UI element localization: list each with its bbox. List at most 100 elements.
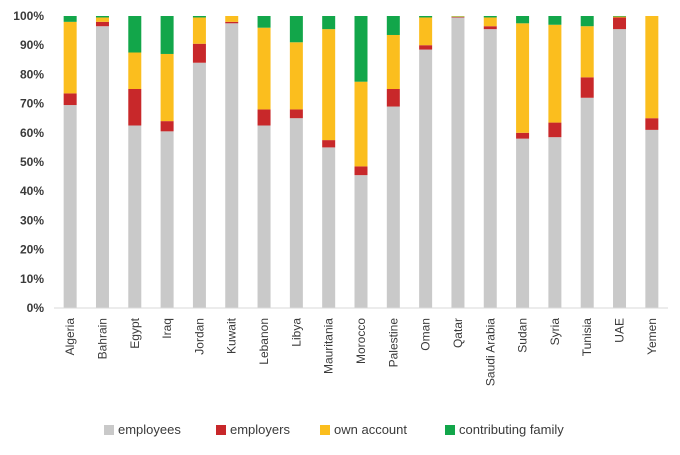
bar-segment-contributing-family bbox=[483, 16, 497, 18]
bar-segment-contributing-family bbox=[160, 16, 174, 54]
bar-segment-own-account bbox=[257, 27, 271, 110]
bar-segment-employees bbox=[516, 138, 530, 308]
y-tick-label: 80% bbox=[20, 67, 44, 81]
y-tick-label: 60% bbox=[20, 126, 44, 140]
legend-label: employees bbox=[118, 422, 181, 437]
bar-segment-contributing-family bbox=[289, 16, 303, 43]
bar-segment-contributing-family bbox=[419, 16, 433, 18]
x-tick-label: Iraq bbox=[160, 318, 174, 339]
legend-swatch bbox=[320, 425, 330, 435]
bar-segment-employees bbox=[128, 125, 142, 308]
bar-segment-contributing-family bbox=[613, 16, 627, 17]
bar-segment-own-account bbox=[289, 42, 303, 110]
bar-segment-contributing-family bbox=[386, 16, 400, 35]
legend-label: employers bbox=[230, 422, 290, 437]
bar-segment-employees bbox=[483, 29, 497, 308]
legend: employees employers own account contributin… bbox=[104, 422, 564, 437]
bar-segment-own-account bbox=[451, 16, 465, 17]
bar-segment-own-account bbox=[580, 26, 594, 78]
bar-segment-own-account bbox=[128, 52, 142, 89]
bar-segment-own-account bbox=[386, 34, 400, 89]
bar-segment-employers bbox=[160, 121, 174, 132]
y-axis: 0% 10% 20% 30% 40% 50% 60% 70% 80% 90% 100% bbox=[13, 9, 44, 315]
x-tick-label: Sudan bbox=[516, 318, 530, 353]
x-tick-label: Libya bbox=[289, 318, 303, 347]
bar-segment-own-account bbox=[645, 16, 659, 119]
bar-segment-employers bbox=[516, 132, 530, 139]
y-tick-label: 40% bbox=[20, 184, 44, 198]
bar-segment-employees bbox=[419, 49, 433, 309]
bar-segment-employers bbox=[386, 89, 400, 107]
bar-segment-own-account bbox=[95, 17, 109, 22]
bar-segment-employers bbox=[289, 109, 303, 119]
bar-segment-employers bbox=[322, 140, 336, 148]
bar-segment-contributing-family bbox=[354, 16, 368, 82]
bar-segment-employers bbox=[192, 43, 206, 63]
bar-segment-employees bbox=[645, 129, 659, 308]
y-tick-label: 90% bbox=[20, 38, 44, 52]
bar-segment-employees bbox=[322, 147, 336, 308]
bar-segment-employees bbox=[63, 105, 77, 308]
bar-segment-employers bbox=[225, 21, 239, 24]
bar-segment-employers bbox=[451, 16, 465, 18]
bar-segment-own-account bbox=[322, 29, 336, 141]
bar-segment-own-account bbox=[225, 16, 239, 22]
bar-segment-employers bbox=[354, 166, 368, 176]
bar-segment-employees bbox=[95, 26, 109, 308]
x-tick-label: Kuwait bbox=[225, 317, 239, 354]
bar-segment-employers bbox=[645, 118, 659, 130]
y-tick-label: 50% bbox=[20, 155, 44, 169]
bar-segment-own-account bbox=[483, 17, 497, 27]
bar-segment-employees bbox=[192, 62, 206, 308]
bar-segment-contributing-family bbox=[548, 16, 562, 25]
x-axis: Algeria Bahrain Egypt Iraq Jordan Kuwait Leban… bbox=[54, 307, 668, 386]
bar-segment-employees bbox=[289, 118, 303, 308]
x-tick-label: Palestine bbox=[386, 318, 400, 368]
legend-swatch bbox=[104, 425, 114, 435]
x-tick-label: Jordan bbox=[192, 318, 206, 355]
bar-segment-contributing-family bbox=[257, 16, 271, 28]
bar-segment-contributing-family bbox=[192, 16, 206, 18]
bar-segment-own-account bbox=[63, 21, 77, 94]
x-tick-label: Egypt bbox=[128, 317, 142, 348]
bar-segment-own-account bbox=[354, 81, 368, 167]
bar-segment-contributing-family bbox=[63, 16, 77, 22]
x-tick-label: Syria bbox=[548, 318, 562, 346]
y-tick-label: 20% bbox=[20, 243, 44, 257]
bars bbox=[63, 16, 659, 309]
y-tick-label: 0% bbox=[27, 301, 45, 315]
bar-segment-own-account bbox=[160, 53, 174, 122]
bar-segment-employers bbox=[257, 109, 271, 126]
bar-segment-employees bbox=[257, 125, 271, 308]
bar-segment-employers bbox=[580, 77, 594, 98]
bar-segment-contributing-family bbox=[580, 16, 594, 27]
bar-segment-employers bbox=[128, 89, 142, 126]
y-tick-label: 70% bbox=[20, 97, 44, 111]
bar-segment-employees bbox=[451, 17, 465, 309]
y-tick-label: 100% bbox=[13, 9, 44, 23]
x-tick-label: Bahrain bbox=[95, 318, 109, 359]
bar-segment-employees bbox=[225, 23, 239, 309]
bar-segment-contributing-family bbox=[322, 16, 336, 30]
x-tick-label: Morocco bbox=[354, 318, 368, 364]
x-tick-label: Yemen bbox=[645, 318, 659, 355]
bar-segment-employers bbox=[95, 21, 109, 27]
bar-segment-employees bbox=[580, 97, 594, 308]
x-tick-label: Tunisia bbox=[580, 318, 594, 357]
x-tick-label: Qatar bbox=[451, 318, 465, 348]
legend-swatch bbox=[216, 425, 226, 435]
legend-label: contributing family bbox=[459, 422, 564, 437]
bar-segment-own-account bbox=[548, 24, 562, 123]
bar-segment-employees bbox=[354, 175, 368, 308]
bar-segment-employers bbox=[419, 45, 433, 50]
bar-segment-employers bbox=[613, 17, 627, 30]
x-tick-label: Oman bbox=[419, 318, 433, 351]
x-tick-label: Mauritania bbox=[322, 318, 336, 374]
bar-segment-employers bbox=[548, 122, 562, 138]
bar-segment-employees bbox=[548, 137, 562, 308]
bar-segment-own-account bbox=[516, 23, 530, 133]
bar-segment-contributing-family bbox=[516, 16, 530, 24]
bar-segment-employees bbox=[386, 106, 400, 309]
bar-segment-own-account bbox=[419, 17, 433, 46]
